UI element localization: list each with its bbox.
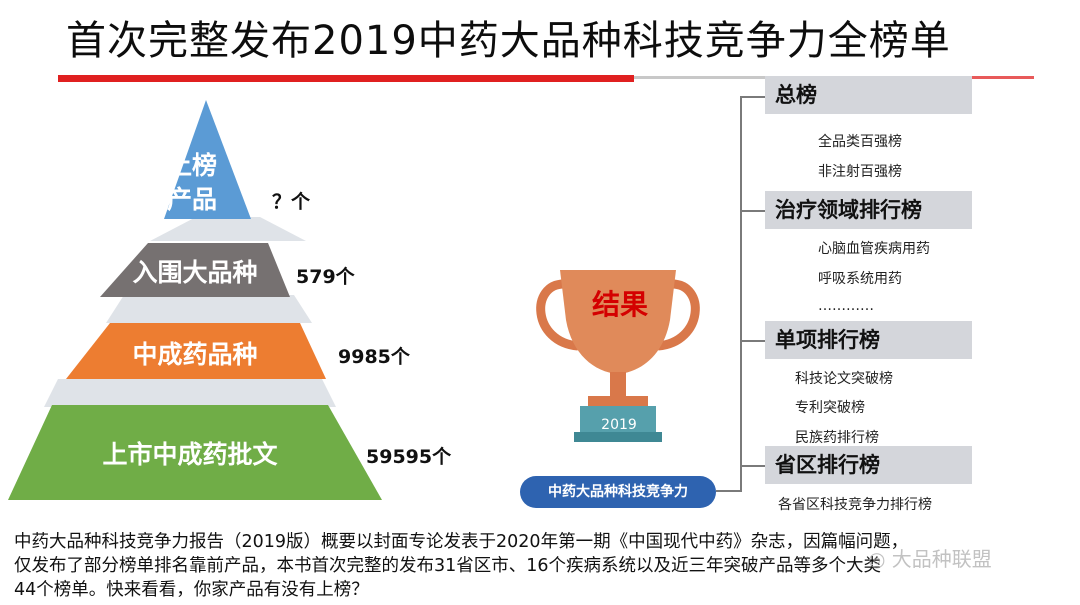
watermark-logo: ◎ 大品种联盟 (868, 547, 992, 571)
pyramid-count-2: 579个 (296, 266, 355, 288)
category-single-item-1: 科技论文突破榜 (795, 371, 893, 387)
pyramid-level-3 (66, 323, 326, 379)
tree-branch-4 (740, 465, 765, 467)
page-title: 首次完整发布2019中药大品种科技竞争力全榜单 (66, 18, 951, 64)
tree-branch-1 (740, 96, 765, 98)
pyramid-gap-1 (150, 217, 306, 241)
pyramid-gap-3 (44, 379, 336, 407)
summary-paragraph: 中药大品种科技竞争力报告（2019版）概要以封面专论发表于2020年第一期《中国… (14, 530, 1074, 602)
pyramid-level-4 (8, 405, 382, 500)
trophy-icon (536, 270, 700, 442)
category-therapeutic-item-2: 呼吸系统用药 (818, 271, 902, 287)
pyramid-label-4: 上市中成药批文 (102, 440, 278, 469)
trophy-result-label: 结果 (591, 288, 648, 321)
category-single: 单项排行榜 (765, 321, 972, 359)
pyramid-label-3: 中成药品种 (132, 340, 258, 369)
title-underline-accent (972, 76, 1034, 79)
pyramid-diagram (8, 100, 382, 500)
pyramid-label-top-line1: 上榜 (166, 151, 217, 180)
category-single-item-3: 民族药排行榜 (795, 430, 879, 446)
category-overall: 总榜 (765, 76, 972, 114)
pyramid-count-top: ？个 (272, 191, 311, 213)
category-therapeutic-item-1: 心脑血管疾病用药 (818, 241, 930, 257)
tree-branch-trophy (716, 490, 742, 492)
trophy-year: 2019 (601, 417, 637, 433)
category-overall-item-1: 全品类百强榜 (818, 134, 902, 150)
category-therapeutic: 治疗领域排行榜 (765, 191, 972, 229)
pyramid-gap-2 (106, 295, 312, 323)
pyramid-label-2: 入围大品种 (132, 258, 258, 287)
tree-branch-2 (740, 210, 765, 212)
category-therapeutic-item-3: ………… (818, 298, 874, 314)
category-single-item-2: 专利突破榜 (795, 400, 865, 416)
pyramid-label-top-line2: 产品 (166, 185, 217, 214)
category-province: 省区排行榜 (765, 446, 972, 484)
title-underline (58, 75, 634, 82)
tree-branch-3 (740, 340, 765, 342)
trophy-caption: 中药大品种科技竞争力 (520, 476, 716, 508)
summary-line-1: 中药大品种科技竞争力报告（2019版）概要以封面专论发表于2020年第一期《中国… (14, 532, 909, 552)
pyramid-count-3: 9985个 (338, 346, 410, 368)
category-overall-item-2: 非注射百强榜 (818, 164, 902, 180)
pyramid-count-4: 59595个 (366, 446, 452, 468)
summary-line-3: 44个榜单。快来看看，你家产品有没有上榜？ (14, 580, 369, 600)
pyramid-level-2 (100, 243, 290, 297)
summary-line-2: 仅发布了部分榜单排名靠前产品，本书首次完整的发布31省区市、16个疾病系统以及近… (14, 556, 882, 576)
pyramid-level-top (164, 100, 251, 219)
tree-trunk (740, 96, 742, 491)
category-province-item-1: 各省区科技竞争力排行榜 (778, 497, 932, 513)
